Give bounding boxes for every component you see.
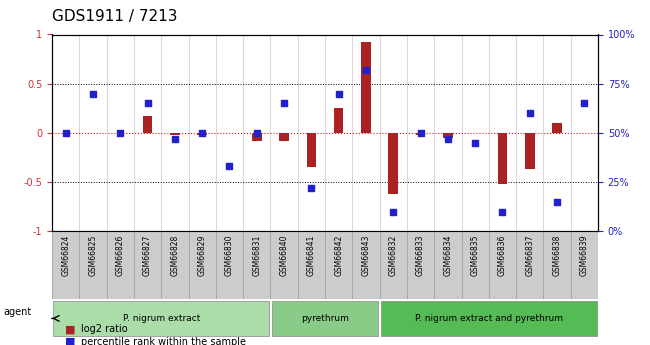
Text: GSM66828: GSM66828 (170, 235, 179, 276)
Point (224, 164, 235, 169)
Point (579, 101, 590, 106)
Text: GSM66824: GSM66824 (61, 235, 70, 276)
Bar (552, 123, 562, 133)
Text: GSM66830: GSM66830 (225, 235, 234, 276)
Text: ■: ■ (65, 325, 75, 334)
Text: P. nigrum extract and pyrethrum: P. nigrum extract and pyrethrum (415, 314, 563, 323)
Point (142, 101, 153, 106)
Point (197, 130, 207, 136)
Point (170, 136, 180, 141)
Text: pyrethrum: pyrethrum (301, 314, 349, 323)
Bar (252, 133, 261, 141)
Text: GSM66840: GSM66840 (280, 235, 289, 276)
Point (279, 101, 289, 106)
Point (552, 199, 562, 205)
Point (525, 110, 535, 116)
Text: GSM66834: GSM66834 (443, 235, 452, 276)
Text: GDS1911 / 7213: GDS1911 / 7213 (52, 9, 177, 24)
Text: GSM66826: GSM66826 (116, 235, 125, 276)
Bar (443, 133, 452, 138)
Text: GSM66827: GSM66827 (143, 235, 152, 276)
Point (361, 67, 371, 73)
Text: agent: agent (3, 307, 31, 317)
Bar (280, 133, 289, 141)
Text: GSM66833: GSM66833 (416, 235, 425, 276)
Text: GSM66825: GSM66825 (88, 235, 98, 276)
Point (306, 185, 317, 191)
Text: log2 ratio: log2 ratio (81, 325, 128, 334)
Text: GSM66838: GSM66838 (552, 235, 562, 276)
Point (60, 130, 71, 136)
Bar (389, 133, 398, 194)
Bar (525, 133, 534, 169)
Text: GSM66839: GSM66839 (580, 235, 589, 276)
Bar (416, 133, 425, 135)
Point (388, 209, 398, 214)
FancyBboxPatch shape (381, 301, 597, 336)
Text: GSM66843: GSM66843 (361, 235, 370, 276)
Text: GSM66842: GSM66842 (334, 235, 343, 276)
Text: P. nigrum extract: P. nigrum extract (122, 314, 200, 323)
Text: GSM66829: GSM66829 (198, 235, 207, 276)
Text: percentile rank within the sample: percentile rank within the sample (81, 337, 246, 345)
Text: GSM66835: GSM66835 (471, 235, 480, 276)
Point (497, 209, 508, 214)
Text: GSM66841: GSM66841 (307, 235, 316, 276)
Bar (170, 133, 179, 135)
Bar (498, 133, 507, 184)
FancyBboxPatch shape (272, 301, 378, 336)
Point (333, 91, 344, 96)
Text: ■: ■ (65, 337, 75, 345)
FancyBboxPatch shape (53, 301, 269, 336)
Text: GSM66831: GSM66831 (252, 235, 261, 276)
Text: GSM66837: GSM66837 (525, 235, 534, 276)
Point (115, 130, 125, 136)
Point (88, 91, 98, 96)
Bar (334, 108, 343, 133)
Bar (198, 133, 207, 135)
Point (415, 130, 426, 136)
Point (443, 136, 453, 141)
Bar (143, 116, 152, 133)
Point (252, 130, 262, 136)
Point (470, 140, 480, 146)
Bar (307, 133, 316, 167)
Text: GSM66832: GSM66832 (389, 235, 398, 276)
Bar (361, 42, 370, 133)
Text: GSM66836: GSM66836 (498, 235, 507, 276)
